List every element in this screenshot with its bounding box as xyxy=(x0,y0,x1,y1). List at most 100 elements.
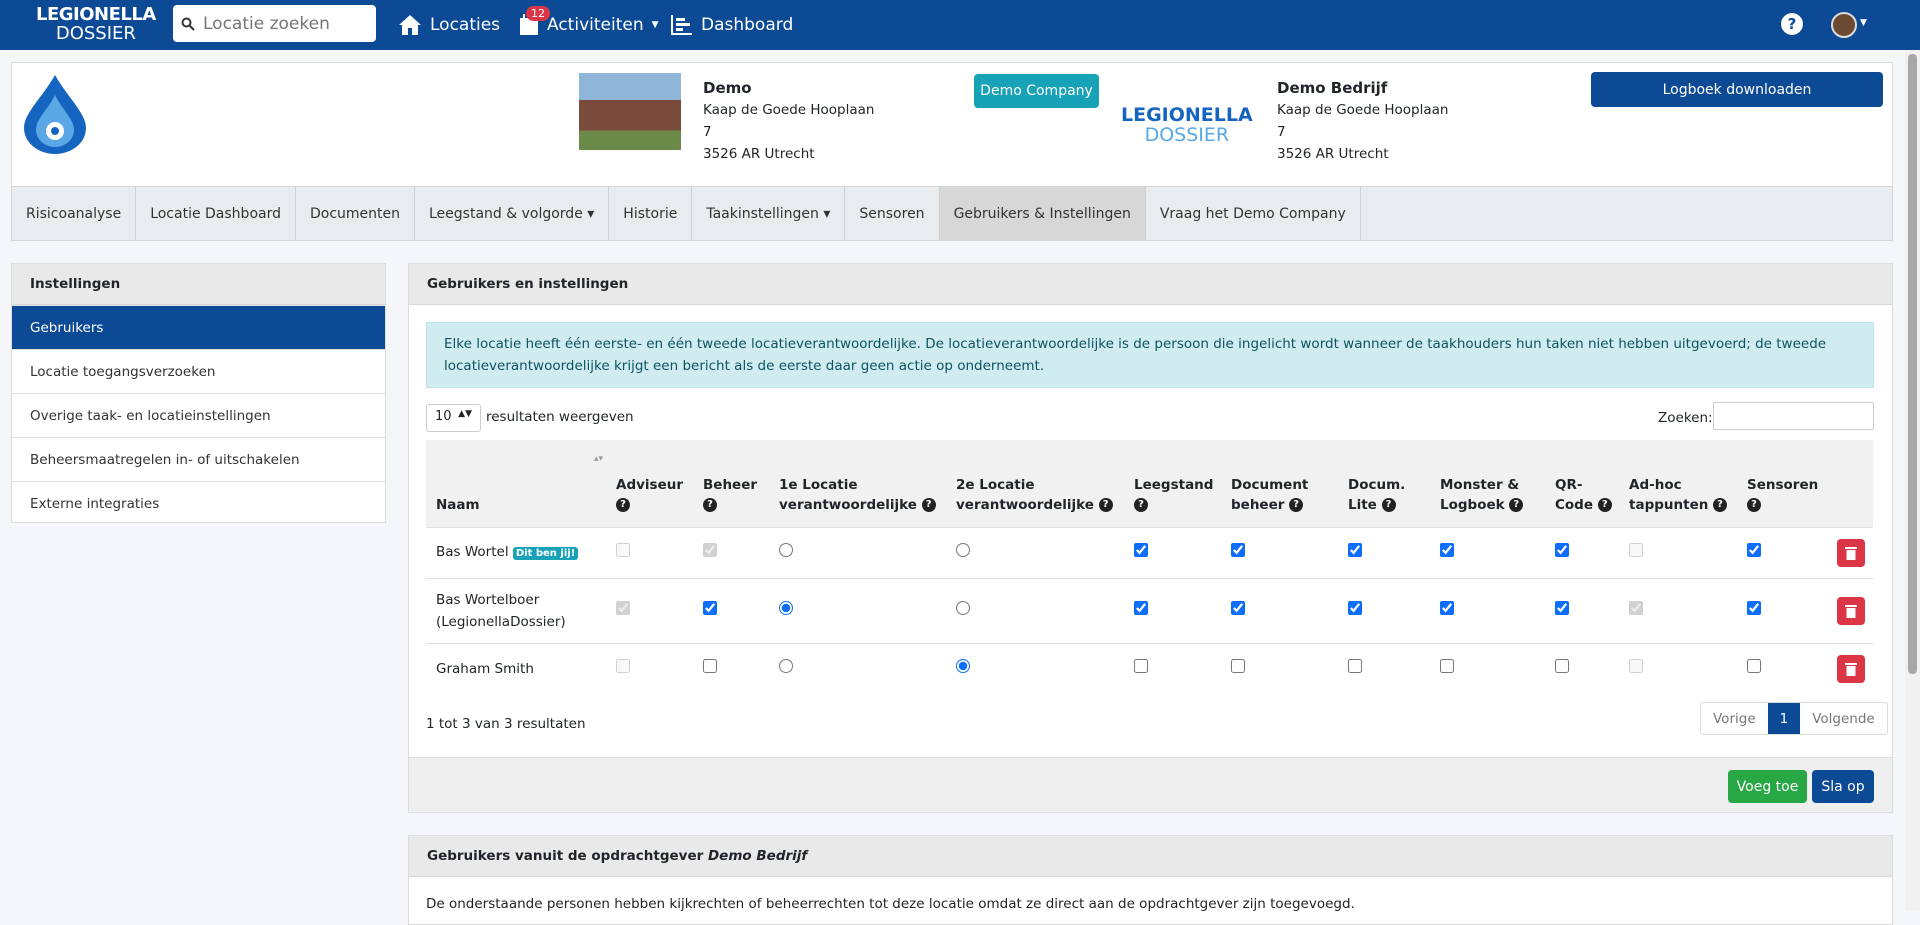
next[interactable]: Volgende xyxy=(1812,710,1875,727)
checkbox xyxy=(616,658,630,673)
table-info: 1 tot 3 van 3 resultaten xyxy=(426,716,586,732)
checkbox[interactable] xyxy=(1134,658,1148,673)
checkbox xyxy=(703,542,717,557)
sidebar-item[interactable]: Gebruikers xyxy=(12,305,385,349)
column-header[interactable]: Naam ▴▾ xyxy=(426,440,606,527)
delete-button[interactable] xyxy=(1837,538,1865,567)
tab[interactable]: Documenten xyxy=(296,187,415,240)
radio[interactable] xyxy=(779,658,793,673)
download-button[interactable]: Logboek downloaden xyxy=(1591,72,1883,107)
column-header[interactable]: Beheer ? xyxy=(693,440,769,527)
info-alert: Elke locatie heeft één eerste- en één tw… xyxy=(426,322,1874,388)
sidebar-title: Instellingen xyxy=(12,264,385,305)
column-header[interactable]: 2e Locatie verantwoordelijke ? xyxy=(946,440,1124,527)
help-icon: ? xyxy=(1597,497,1612,512)
radio[interactable] xyxy=(779,600,793,615)
checkbox[interactable] xyxy=(1440,658,1454,673)
page-number[interactable]: 1 xyxy=(1767,703,1801,734)
header-row: Naam ▴▾ Adviseur ? Beheer ? 1e Locatie veran… xyxy=(426,440,1873,527)
radio[interactable] xyxy=(956,542,970,557)
header-text: Leegstand xyxy=(1134,476,1214,493)
help-icon: ? xyxy=(921,497,936,512)
prev[interactable]: Vorige xyxy=(1713,710,1756,727)
user-name: Bas Wortel xyxy=(436,543,509,560)
column-header[interactable]: Docum. Lite ? xyxy=(1338,440,1430,527)
home-icon xyxy=(399,15,421,35)
checkbox[interactable] xyxy=(1348,600,1362,615)
tab[interactable]: Leegstand & volgorde ▾ xyxy=(415,187,610,240)
checkbox[interactable] xyxy=(1231,542,1245,557)
column-header[interactable]: Adviseur ? xyxy=(606,440,693,527)
column-header[interactable]: Document beheer ? xyxy=(1221,440,1338,527)
header-text: Monster & Logboek xyxy=(1440,476,1520,513)
sidebar-item[interactable]: Overige taak- en locatieinstellingen xyxy=(12,393,385,437)
nav-dashboard[interactable]: Dashboard xyxy=(671,0,793,50)
add-button[interactable]: Voeg toe xyxy=(1728,770,1807,803)
avatar[interactable] xyxy=(1831,12,1857,38)
column-header[interactable]: Leegstand ? xyxy=(1124,440,1221,527)
nav-locaties[interactable]: Locaties xyxy=(398,0,500,50)
checkbox[interactable] xyxy=(1134,600,1148,615)
column-header[interactable]: QR-Code ? xyxy=(1545,440,1619,527)
column-header[interactable]: 1e Locatie verantwoordelijke ? xyxy=(769,440,946,527)
tab[interactable]: Vraag het Demo Company xyxy=(1146,187,1361,240)
checkbox[interactable] xyxy=(1348,542,1362,557)
radio[interactable] xyxy=(956,600,970,615)
help-button[interactable]: ? xyxy=(1781,13,1803,35)
company-button[interactable]: Demo Company xyxy=(974,74,1099,108)
delete-button[interactable] xyxy=(1837,654,1865,683)
checkbox[interactable] xyxy=(1555,542,1569,557)
tab[interactable]: Historie xyxy=(609,187,693,240)
checkbox[interactable] xyxy=(1134,542,1148,557)
radio[interactable] xyxy=(956,658,970,673)
table-search[interactable] xyxy=(1713,402,1874,430)
caret: ▾ xyxy=(582,205,595,222)
search-label: Zoeken: xyxy=(1658,410,1713,426)
radio[interactable] xyxy=(779,542,793,557)
checkbox[interactable] xyxy=(1747,658,1761,673)
tab[interactable]: Locatie Dashboard xyxy=(136,187,296,240)
top-nav: LEGIONELLA DOSSIER Locaties 12 Activitei… xyxy=(0,0,1920,50)
avatar-caret: ▼ xyxy=(1860,18,1867,28)
scrollbar xyxy=(1905,50,1920,911)
tab[interactable]: Gebruikers & Instellingen xyxy=(939,187,1146,240)
search-box[interactable] xyxy=(173,5,376,42)
sidebar-item[interactable]: Locatie toegangsverzoeken xyxy=(12,349,385,393)
checkbox[interactable] xyxy=(703,600,717,615)
help-icon: ? xyxy=(1098,497,1113,512)
checkbox[interactable] xyxy=(1231,600,1245,615)
checkbox xyxy=(1629,542,1643,557)
tab[interactable]: Sensoren xyxy=(845,187,940,240)
help-icon: ? xyxy=(1747,497,1761,512)
header-text: 2e Locatie verantwoordelijke xyxy=(956,476,1094,513)
logo[interactable]: LEGIONELLA DOSSIER xyxy=(36,5,156,43)
checkbox[interactable] xyxy=(1555,658,1569,673)
column-header[interactable]: Sensoren ? xyxy=(1737,440,1827,527)
sidebar-item[interactable]: Beheersmaatregelen in- of uitschakelen xyxy=(12,437,385,481)
client-number: 7 xyxy=(1277,124,1286,140)
checkbox[interactable] xyxy=(1440,600,1454,615)
second-title-text: Gebruikers vanuit de opdrachtgever xyxy=(427,848,704,864)
checkbox[interactable] xyxy=(1747,542,1761,557)
client-logo-top: LEGIONELLA xyxy=(1121,104,1253,126)
checkbox[interactable] xyxy=(1747,600,1761,615)
delete-button[interactable] xyxy=(1837,596,1865,625)
page-size-select[interactable]: 10 ▲▼ xyxy=(426,404,481,432)
nav-activiteiten[interactable]: 12 Activiteiten ▼ xyxy=(519,0,659,50)
search-input[interactable] xyxy=(201,12,361,35)
checkbox[interactable] xyxy=(703,658,717,673)
checkbox xyxy=(616,542,630,557)
checkbox[interactable] xyxy=(1440,542,1454,557)
sidebar-item[interactable]: Externe integraties xyxy=(12,481,385,525)
save-button[interactable]: Sla op xyxy=(1812,770,1874,803)
column-header xyxy=(1827,440,1873,527)
checkbox[interactable] xyxy=(1231,658,1245,673)
column-header[interactable]: Monster & Logboek ? xyxy=(1430,440,1545,527)
checkbox[interactable] xyxy=(1555,600,1569,615)
nav-text: Locaties xyxy=(430,15,501,35)
column-header[interactable]: Ad-hoc tappunten ? xyxy=(1619,440,1737,527)
checkbox[interactable] xyxy=(1348,658,1362,673)
tab[interactable]: Risicoanalyse xyxy=(12,187,137,240)
tab[interactable]: Taakinstellingen ▾ xyxy=(692,187,846,240)
